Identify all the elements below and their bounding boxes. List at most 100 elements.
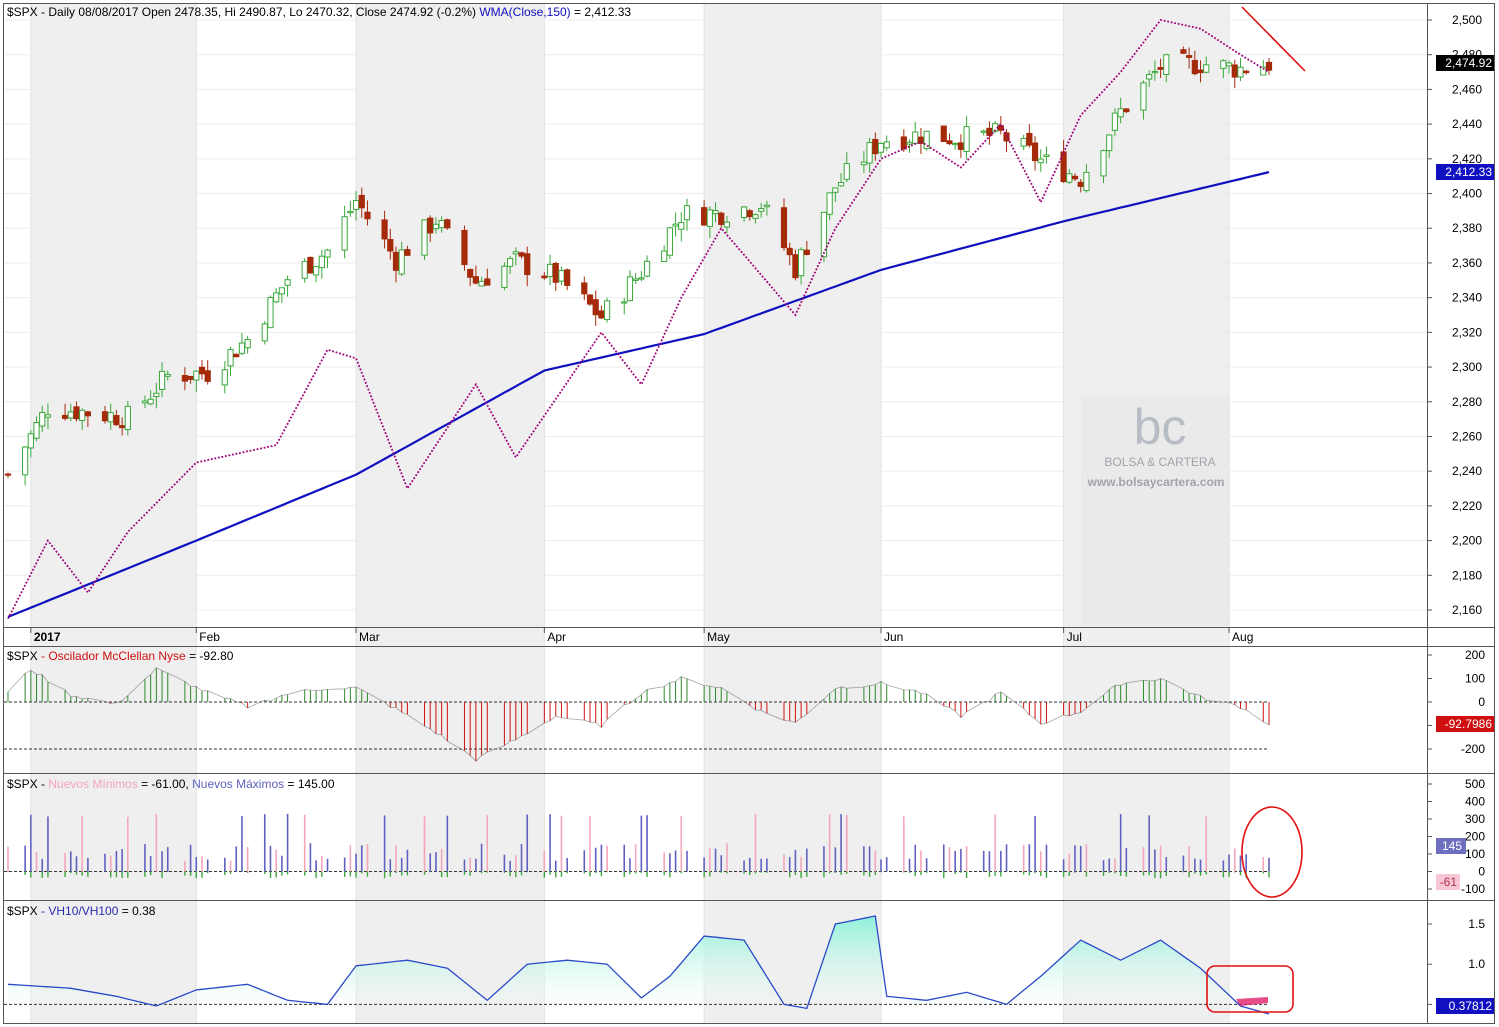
candle-body (1100, 150, 1107, 177)
candle-body (1243, 70, 1250, 74)
candle-body (33, 421, 40, 439)
candle-body (1191, 59, 1198, 75)
candle-body (1083, 171, 1090, 192)
candle-body (957, 142, 964, 150)
price-panel (4, 19, 1273, 620)
osc-line (7, 667, 1270, 762)
candle-body (826, 192, 833, 215)
candle-body (1237, 66, 1244, 78)
candle-body (1197, 69, 1204, 74)
candle-body (666, 227, 673, 256)
candle-body (427, 217, 434, 234)
candle-body (752, 214, 759, 219)
price-tick-label: 2,300 (1452, 360, 1482, 374)
candle-body (164, 373, 171, 377)
candle-body (792, 254, 799, 279)
candle-body (147, 398, 154, 405)
candle-body (678, 221, 685, 230)
candle-body (1031, 142, 1039, 162)
candle-body (187, 375, 194, 380)
candle-body (1151, 70, 1158, 74)
trend-annotation-line (1241, 6, 1306, 72)
candle-body (444, 219, 451, 229)
nhl-tick-label: 100 (1465, 847, 1485, 861)
candle-body (723, 221, 731, 228)
candle-body (22, 446, 29, 476)
candle-body (718, 212, 725, 225)
candle-body (638, 277, 645, 280)
value-tags: 2,474.92 2,412.33 -92.7986 145 -61 0.378… (1436, 55, 1494, 1014)
candle-body (843, 163, 850, 180)
new-lows-tag: -61 (1440, 875, 1458, 889)
osc-tick-label: -200 (1461, 742, 1485, 756)
candle-body (564, 269, 571, 286)
candle-body (512, 251, 519, 255)
candle-body (238, 342, 246, 354)
candle-body (478, 280, 485, 287)
candle-body (923, 130, 930, 150)
price-tick-label: 2,360 (1452, 256, 1482, 270)
month-label: Mar (359, 630, 380, 644)
candle-body (198, 366, 206, 375)
candle-body (661, 250, 668, 262)
candle-body (986, 127, 993, 136)
candle-body (1111, 112, 1119, 131)
candle-body (740, 206, 748, 219)
candle-body (604, 300, 611, 321)
candle-body (233, 353, 240, 358)
month-label: Jun (884, 630, 903, 644)
candle-body (1157, 67, 1164, 70)
month-label: Feb (199, 630, 220, 644)
candle-body (621, 301, 628, 304)
candle-body (44, 414, 52, 418)
candle-body (1117, 108, 1124, 118)
candle-body (461, 229, 468, 266)
candle-body (278, 287, 285, 295)
wma-line (7, 171, 1270, 618)
candle-body (404, 249, 411, 256)
candle-body (101, 411, 109, 422)
price-header: $SPX - Daily 08/08/2017 Open 2478.35, Hi… (7, 5, 631, 19)
watermark-url: www.bolsaycartera.com (1087, 475, 1225, 489)
candle-body (546, 263, 554, 278)
candle-body (273, 292, 280, 303)
candle-body (4, 473, 12, 476)
watermark: bc BOLSA & CARTERA www.bolsaycartera.com (1081, 395, 1230, 625)
candle-body (347, 211, 354, 214)
candle-body (1146, 74, 1153, 80)
new-highs-tag: 145 (1442, 839, 1462, 853)
candle-body (1026, 132, 1033, 146)
month-label: 2017 (34, 630, 61, 644)
price-tick-label: 2,240 (1452, 464, 1482, 478)
price-tick-label: 2,500 (1452, 13, 1482, 27)
candle-body (1186, 55, 1193, 58)
watermark-logo: bc (1134, 399, 1187, 455)
candle-body (153, 392, 160, 398)
candle-body (261, 323, 268, 342)
candle-body (141, 400, 149, 404)
price-tick-label: 2,160 (1452, 603, 1482, 617)
candle-body (558, 270, 565, 282)
candle-body (912, 131, 919, 144)
price-tick-label: 2,260 (1452, 429, 1482, 443)
x-axis-months: 2017 Feb Mar Apr May Jun Jul Aug (30, 627, 1253, 644)
candle-body (1203, 64, 1210, 73)
candle-body (746, 210, 753, 218)
candle-body (307, 256, 314, 274)
price-tick-label: 2,320 (1452, 325, 1482, 339)
candle-body (1066, 173, 1073, 183)
candle-body (872, 138, 879, 155)
candle-body (61, 414, 69, 419)
candle-body (267, 297, 274, 329)
candle-body (113, 415, 120, 426)
candle-body (381, 219, 388, 240)
candle-body (364, 211, 371, 220)
candle-body (1003, 132, 1010, 142)
osc-tick-label: 100 (1465, 672, 1485, 686)
month-label: Jul (1067, 630, 1082, 644)
candle-body (632, 278, 639, 281)
candle-body (1060, 151, 1067, 183)
candle-body (1077, 181, 1084, 187)
vh-tag: 0.37812 (1449, 999, 1493, 1013)
candle-body (73, 406, 80, 420)
